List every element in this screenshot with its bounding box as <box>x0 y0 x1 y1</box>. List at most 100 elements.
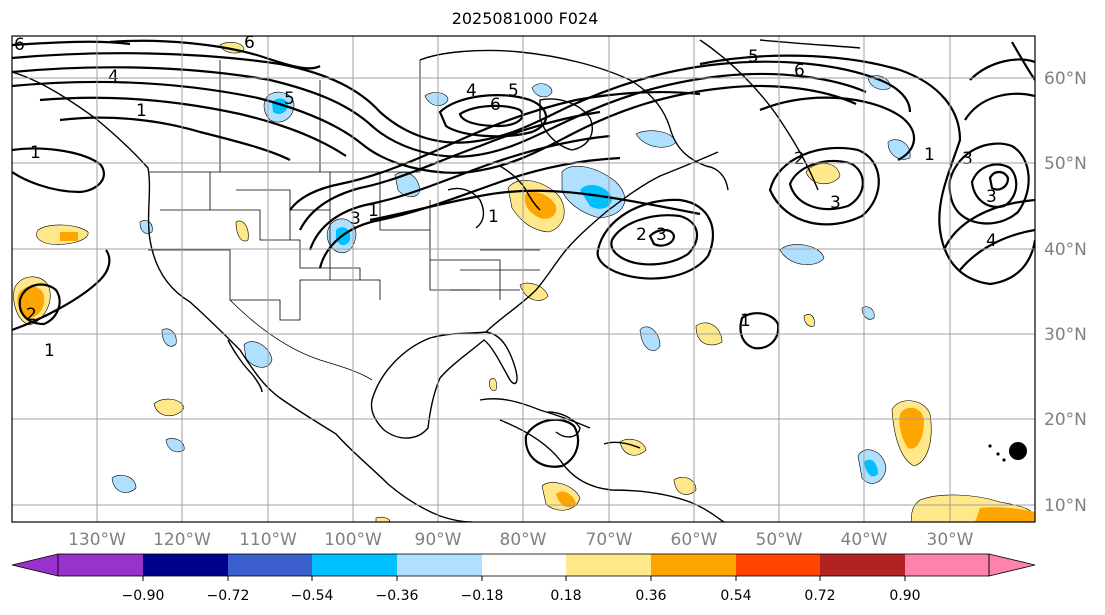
contour-label: 1 <box>30 143 41 163</box>
colorbar-ticks <box>142 576 906 581</box>
anomaly-shade <box>580 184 612 209</box>
contour-label: 6 <box>244 33 255 53</box>
coastline <box>699 39 819 191</box>
colorbar-segment <box>397 554 482 576</box>
contour-line <box>289 90 701 211</box>
contour-line <box>699 54 1035 286</box>
lon-label: 90°W <box>415 530 462 550</box>
anomaly-shade <box>867 75 891 90</box>
contour-line <box>1011 41 1035 81</box>
anomaly-shade <box>17 286 45 318</box>
contour-label: 5 <box>508 81 519 101</box>
lon-label: 130°W <box>68 530 126 550</box>
contour-label: 2 <box>26 305 37 325</box>
contour-line <box>768 146 880 226</box>
contour-label: 5 <box>284 89 295 109</box>
contour-line <box>458 104 524 128</box>
colorbar-segment <box>566 554 651 576</box>
colorbar-tick-label: −0.90 <box>122 588 165 604</box>
contour-line <box>648 228 676 247</box>
map-panel: 6 6 4 1 1 5 4 6 5 3 5 6 1 1 2 3 3 3 1 4 <box>11 33 1036 523</box>
contour-line <box>948 142 1030 225</box>
contour-label: 1 <box>368 201 379 221</box>
longitude-labels: 130°W 120°W 110°W 100°W 90°W 80°W 70°W 6… <box>68 530 974 550</box>
colorbar-tick-label: 0.36 <box>635 588 666 604</box>
anomaly-shade <box>489 378 497 391</box>
contour-line <box>964 92 1035 121</box>
colorbar-extend-low <box>11 553 59 577</box>
contour-labels: 6 6 4 1 1 5 4 6 5 3 5 6 1 1 2 3 3 3 1 4 <box>14 33 997 361</box>
colorbar-segment <box>482 554 566 576</box>
colorbar-segment <box>228 554 312 576</box>
coastline <box>370 331 518 439</box>
coastline <box>547 411 581 438</box>
anomaly-shade <box>375 516 391 522</box>
colorbar-segment <box>312 554 397 576</box>
contour-line <box>970 163 1018 208</box>
contour-label: 1 <box>924 145 935 165</box>
anomaly-shade <box>556 491 576 508</box>
coastline <box>479 398 591 429</box>
anomaly-shade <box>861 306 875 320</box>
lat-label: 30°N <box>1044 325 1087 345</box>
coastline <box>485 151 719 333</box>
contour-label: 6 <box>794 61 805 81</box>
contour-label: 6 <box>490 95 501 115</box>
coastline <box>603 441 641 449</box>
contour-line <box>39 96 347 157</box>
coastlines <box>12 39 861 522</box>
anomaly-shade <box>424 92 449 106</box>
contour-label: 1 <box>488 207 499 227</box>
colorbar-segment <box>820 554 905 576</box>
contour-line <box>12 40 131 47</box>
anomaly-shade <box>864 459 878 477</box>
contour-label: 2 <box>636 225 647 245</box>
coastline <box>12 71 473 522</box>
contour-label: 3 <box>350 209 361 229</box>
shaded-anomalies <box>13 41 1035 522</box>
colorbar-frame <box>57 553 990 577</box>
contour-label: 6 <box>14 35 25 55</box>
lat-label: 10°N <box>1044 496 1087 516</box>
contour-label: 3 <box>986 187 997 207</box>
contour-label: 1 <box>44 341 55 361</box>
contour-label: 3 <box>830 193 841 213</box>
lat-label: 60°N <box>1044 69 1087 89</box>
lon-label: 30°W <box>927 530 974 550</box>
anomaly-shade <box>524 192 557 219</box>
lon-label: 60°W <box>671 530 718 550</box>
contour-label: 4 <box>108 67 119 87</box>
lon-label: 120°W <box>153 530 211 550</box>
border <box>236 189 330 240</box>
island-dot <box>1002 458 1006 462</box>
anomaly-shade <box>153 398 185 417</box>
colorbar-segment <box>58 554 143 576</box>
contour-label: 4 <box>986 231 997 251</box>
contour-line <box>959 228 1035 271</box>
coastline <box>759 39 861 49</box>
contour-line <box>969 58 1035 81</box>
coastline <box>419 49 729 191</box>
coastline <box>499 419 725 522</box>
marker-dot <box>1009 442 1027 460</box>
contour-label: 5 <box>748 47 759 67</box>
lon-label: 40°W <box>841 530 888 550</box>
colorbar-tick-label: 0.18 <box>550 588 581 604</box>
lat-label: 50°N <box>1044 154 1087 174</box>
contour-line <box>109 39 321 70</box>
colorbar-extend-high <box>988 553 1036 577</box>
contour-label: 2 <box>794 149 805 169</box>
colorbar-tick-label: 0.90 <box>889 588 920 604</box>
contour-line <box>988 170 1010 191</box>
border <box>450 249 540 291</box>
contour-line <box>610 214 698 266</box>
colorbar-segment <box>143 554 228 576</box>
anomaly-shade <box>673 477 697 495</box>
anomaly-shade <box>111 475 137 493</box>
contour-label: 4 <box>466 81 477 101</box>
border <box>160 249 330 321</box>
colorbar-tick-label: −0.54 <box>291 588 334 604</box>
lon-label: 80°W <box>500 530 547 550</box>
border <box>229 299 373 381</box>
